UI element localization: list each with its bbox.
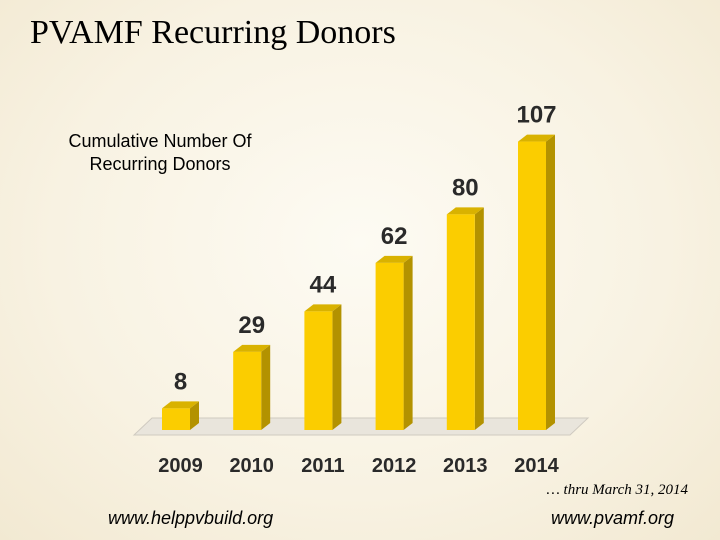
bar-front [162,408,190,430]
bar-side [403,255,413,430]
bar-top [162,401,199,409]
bar-side [332,304,342,430]
bar-side [190,401,199,430]
bar-2011 [304,304,342,430]
category-label: 2014 [514,455,559,477]
category-label: 2010 [229,455,274,477]
bar-top [304,304,342,312]
bar-top [518,134,555,142]
bar-top [233,344,271,352]
slide-title: PVAMF Recurring Donors [30,14,396,51]
category-label: 2012 [372,455,417,477]
value-label: 29 [238,312,265,339]
bar-front [518,141,546,430]
category-label: 2013 [443,455,488,477]
bar-2010 [233,344,271,430]
bar-front [446,214,475,430]
bar-side [261,344,271,430]
category-label: 2011 [301,455,344,477]
bar-front [304,311,333,430]
bar-side [474,207,484,430]
footer-link-pvamf[interactable]: www.pvamf.org [550,508,674,528]
chart-title: Cumulative Number Of Recurring Donors [68,131,252,174]
value-label: 80 [452,174,479,201]
bar-front [233,351,262,430]
value-label: 44 [310,271,337,298]
bar-top [446,207,484,215]
bar-top [375,255,413,263]
bar-2014 [518,134,555,430]
bar-front [375,262,404,430]
value-label: 8 [174,368,187,395]
bar-2009 [162,401,199,430]
bar-2012 [375,255,413,430]
category-label: 2009 [158,455,203,477]
date-footnote: … thru March 31, 2014 [546,482,688,498]
bar-side [546,134,555,430]
value-label: 62 [381,223,408,250]
footer-link-helppvbuild[interactable]: www.helppvbuild.org [108,508,274,528]
value-label: 107 [516,102,556,129]
bar-2013 [446,207,484,430]
